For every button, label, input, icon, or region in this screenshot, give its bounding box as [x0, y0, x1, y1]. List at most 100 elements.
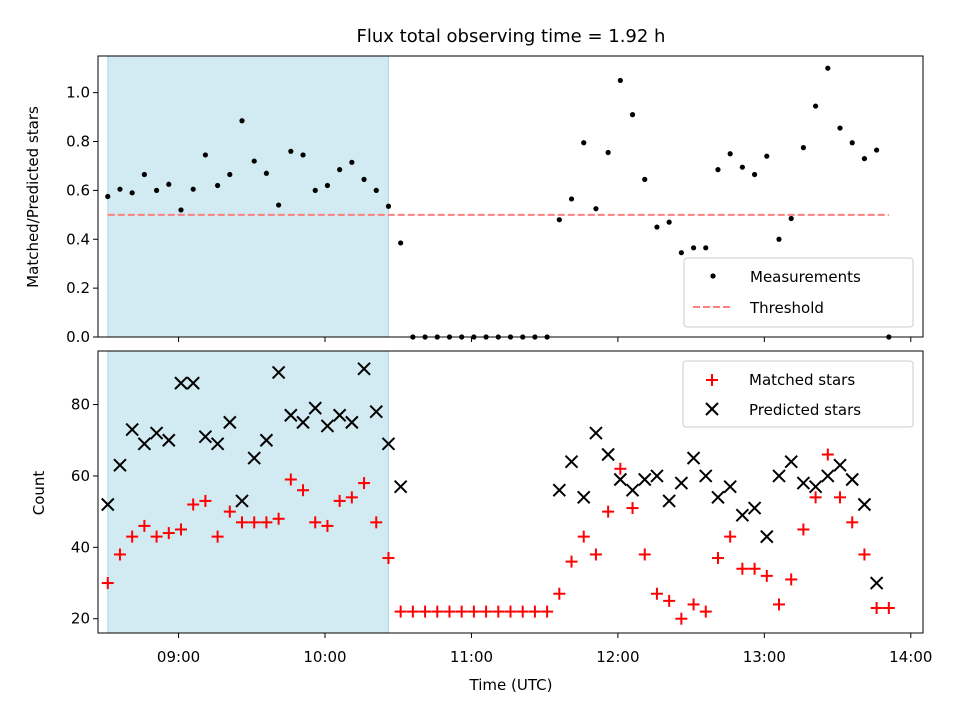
matched-stars-point: [345, 491, 358, 504]
matched-stars-point: [724, 530, 737, 543]
predicted-stars-point: [735, 508, 750, 522]
x-tick-label: 13:00: [743, 648, 786, 666]
predicted-stars-point: [711, 490, 725, 505]
measurement-point: [776, 236, 782, 242]
matched-stars-point: [858, 548, 871, 561]
x-tick-label: 12:00: [596, 648, 639, 666]
matched-stars-point: [687, 598, 700, 611]
matched-stars-point: [821, 448, 834, 461]
measurement-point: [825, 65, 831, 71]
predicted-stars-point: [772, 469, 786, 483]
predicted-stars-point: [699, 469, 713, 483]
x-tick-label: 10:00: [303, 648, 346, 666]
predicted-stars-point: [332, 408, 347, 422]
bottom-y-tick-label: 80: [71, 396, 90, 414]
measurement-point: [739, 164, 745, 170]
matched-stars-point: [370, 516, 383, 529]
matched-stars-point: [113, 548, 126, 561]
x-axis-label: Time (UTC): [469, 676, 553, 694]
x-tick-label: 14:00: [889, 648, 932, 666]
predicted-stars-point: [796, 476, 811, 490]
measurement-point: [788, 215, 794, 222]
predicted-stars-point: [149, 426, 164, 440]
predicted-stars-point: [760, 529, 774, 544]
matched-stars-point: [174, 523, 187, 536]
measurement-point: [190, 186, 196, 192]
matched-stars-point: [480, 605, 493, 618]
matched-stars-point: [150, 530, 163, 543]
measurement-point: [105, 193, 111, 200]
matched-stars-point: [199, 494, 212, 507]
predicted-stars-point: [845, 472, 859, 487]
predicted-stars-point: [723, 479, 737, 494]
bottom-panel-frame: [97, 350, 924, 634]
predicted-stars-point: [284, 408, 298, 422]
measurement-point: [202, 152, 208, 158]
matched-stars-point: [870, 602, 883, 615]
predicted-stars-point: [357, 362, 371, 376]
measurement-point: [300, 152, 306, 158]
matched-stars-point: [358, 477, 371, 490]
measurement-point: [288, 148, 294, 154]
matched-stars-point: [394, 605, 407, 618]
measurement-point: [727, 151, 733, 157]
matched-stars-point: [602, 505, 615, 518]
measurement-point: [678, 250, 684, 256]
predicted-stars-point: [113, 458, 127, 472]
measurement-point: [654, 224, 660, 230]
top-y-axis-label: Matched/Predicted stars: [24, 106, 42, 288]
predicted-stars-point: [186, 376, 200, 390]
matched-stars-point: [126, 530, 139, 543]
measurement-point: [666, 219, 672, 225]
matched-stars-point: [748, 562, 761, 575]
bottom-legend: Matched stars Predicted stars: [682, 360, 914, 428]
bottom-y-tick-label: 60: [71, 467, 90, 485]
matched-stars-point: [736, 562, 749, 575]
predicted-stars-point: [271, 365, 286, 380]
matched-stars-point: [589, 548, 602, 561]
matched-stars-point: [785, 573, 798, 586]
predicted-stars-point: [564, 454, 579, 469]
measurement-point: [153, 187, 160, 193]
measurement-point: [593, 206, 599, 212]
predicted-stars-point: [601, 447, 615, 462]
measurement-point: [227, 171, 233, 178]
predicted-stars-point: [589, 426, 603, 440]
top-legend: Measurements Threshold: [683, 257, 914, 328]
predicted-stars-point: [247, 451, 261, 465]
matched-stars-point: [834, 491, 847, 504]
legend-matched-marker: [706, 374, 718, 386]
measurement-point: [715, 167, 721, 173]
legend-measurements-marker: [710, 273, 716, 279]
matched-stars-point: [553, 587, 566, 600]
predicted-stars-point: [125, 422, 139, 437]
top-y-tick-label: 0.4: [66, 230, 90, 248]
predicted-stars-point: [869, 576, 884, 590]
predicted-stars-point: [577, 490, 591, 505]
measurement-point: [849, 140, 855, 146]
top-y-tick-label: 0.6: [66, 181, 90, 199]
predicted-stars-point: [320, 419, 335, 433]
matched-stars-point: [455, 605, 468, 618]
predicted-stars-point: [662, 494, 676, 508]
measurement-point: [629, 112, 636, 118]
predicted-stars-point: [369, 404, 383, 419]
predicted-stars-point: [833, 458, 847, 472]
predicted-stars-point: [857, 497, 872, 512]
top-panel-shaded-interval: [107, 55, 389, 338]
measurement-point: [312, 187, 318, 193]
top-y-tick-label: 1.0: [66, 84, 90, 102]
matched-stars-point: [516, 605, 529, 618]
matched-stars-point: [577, 530, 590, 543]
bottom-y-axis-label: Count: [30, 471, 48, 516]
measurement-point: [141, 171, 147, 178]
predicted-stars-point: [174, 376, 188, 390]
measurement-point: [129, 190, 135, 196]
bottom-y-tick-label: 20: [71, 610, 90, 628]
measurement-point: [385, 203, 392, 209]
predicted-stars-point: [381, 437, 396, 451]
measurement-point: [703, 245, 709, 251]
predicted-stars-point: [674, 476, 689, 490]
